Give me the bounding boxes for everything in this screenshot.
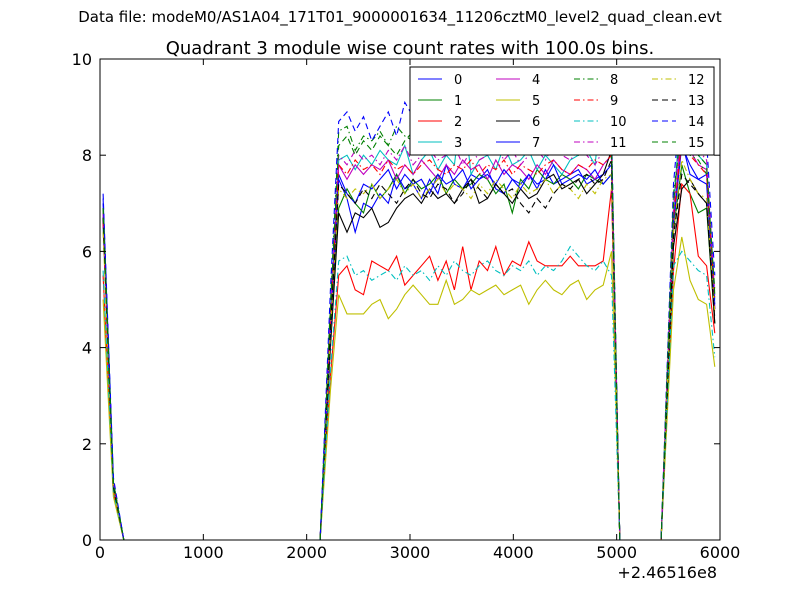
x-tick-label: 4000: [493, 543, 534, 562]
series-line-15: [102, 116, 716, 540]
series-line-0: [102, 140, 716, 540]
legend-label-2: 2: [454, 115, 462, 130]
series-line-1: [102, 164, 716, 540]
legend-label-14: 14: [688, 115, 705, 130]
series-line-5: [102, 236, 716, 540]
y-tick-label: 0: [82, 531, 92, 550]
legend-label-15: 15: [688, 136, 705, 151]
y-tick-label: 4: [82, 339, 92, 358]
legend-box: [409, 66, 715, 156]
series-line-11: [102, 116, 716, 540]
x-tick-label: 2000: [286, 543, 327, 562]
series-line-12: [102, 157, 716, 540]
legend-label-10: 10: [610, 115, 627, 130]
legend-label-3: 3: [454, 136, 462, 151]
y-tick-label: 10: [72, 50, 92, 69]
series-line-9: [102, 139, 716, 540]
series-line-4: [102, 126, 716, 540]
series-line-8: [102, 125, 716, 540]
legend-label-12: 12: [688, 73, 705, 88]
x-tick-label: 1000: [183, 543, 224, 562]
x-tick-label: 5000: [596, 543, 637, 562]
series-layer: [102, 85, 716, 540]
x-tick-label: 3000: [390, 543, 431, 562]
legend-label-9: 9: [610, 94, 618, 109]
figure-suptitle: Data file: modeM0/AS1A04_171T01_90000016…: [78, 8, 722, 26]
y-tick-label: 6: [82, 242, 92, 261]
series-line-2: [102, 182, 716, 540]
chart-title: Quadrant 3 module wise count rates with …: [166, 38, 655, 59]
legend-label-13: 13: [688, 94, 705, 109]
series-line-7: [102, 143, 716, 540]
y-tick-label: 8: [82, 146, 92, 165]
legend-label-5: 5: [532, 94, 540, 109]
legend-label-4: 4: [532, 73, 540, 88]
x-axis: 0 1000 2000 3000 4000 5000 6000: [95, 59, 740, 562]
x-tick-label: 6000: [700, 543, 741, 562]
legend-label-0: 0: [454, 73, 462, 88]
x-tick-label: 0: [95, 543, 105, 562]
legend-label-8: 8: [610, 73, 618, 88]
series-line-13: [102, 159, 716, 540]
legend-label-11: 11: [610, 136, 627, 151]
legend-label-7: 7: [532, 136, 540, 151]
legend-label-1: 1: [454, 94, 462, 109]
y-tick-label: 2: [82, 435, 92, 454]
series-line-6: [102, 150, 716, 540]
x-offset-label: +2.46516e8: [617, 563, 717, 582]
legend-label-6: 6: [532, 115, 540, 130]
